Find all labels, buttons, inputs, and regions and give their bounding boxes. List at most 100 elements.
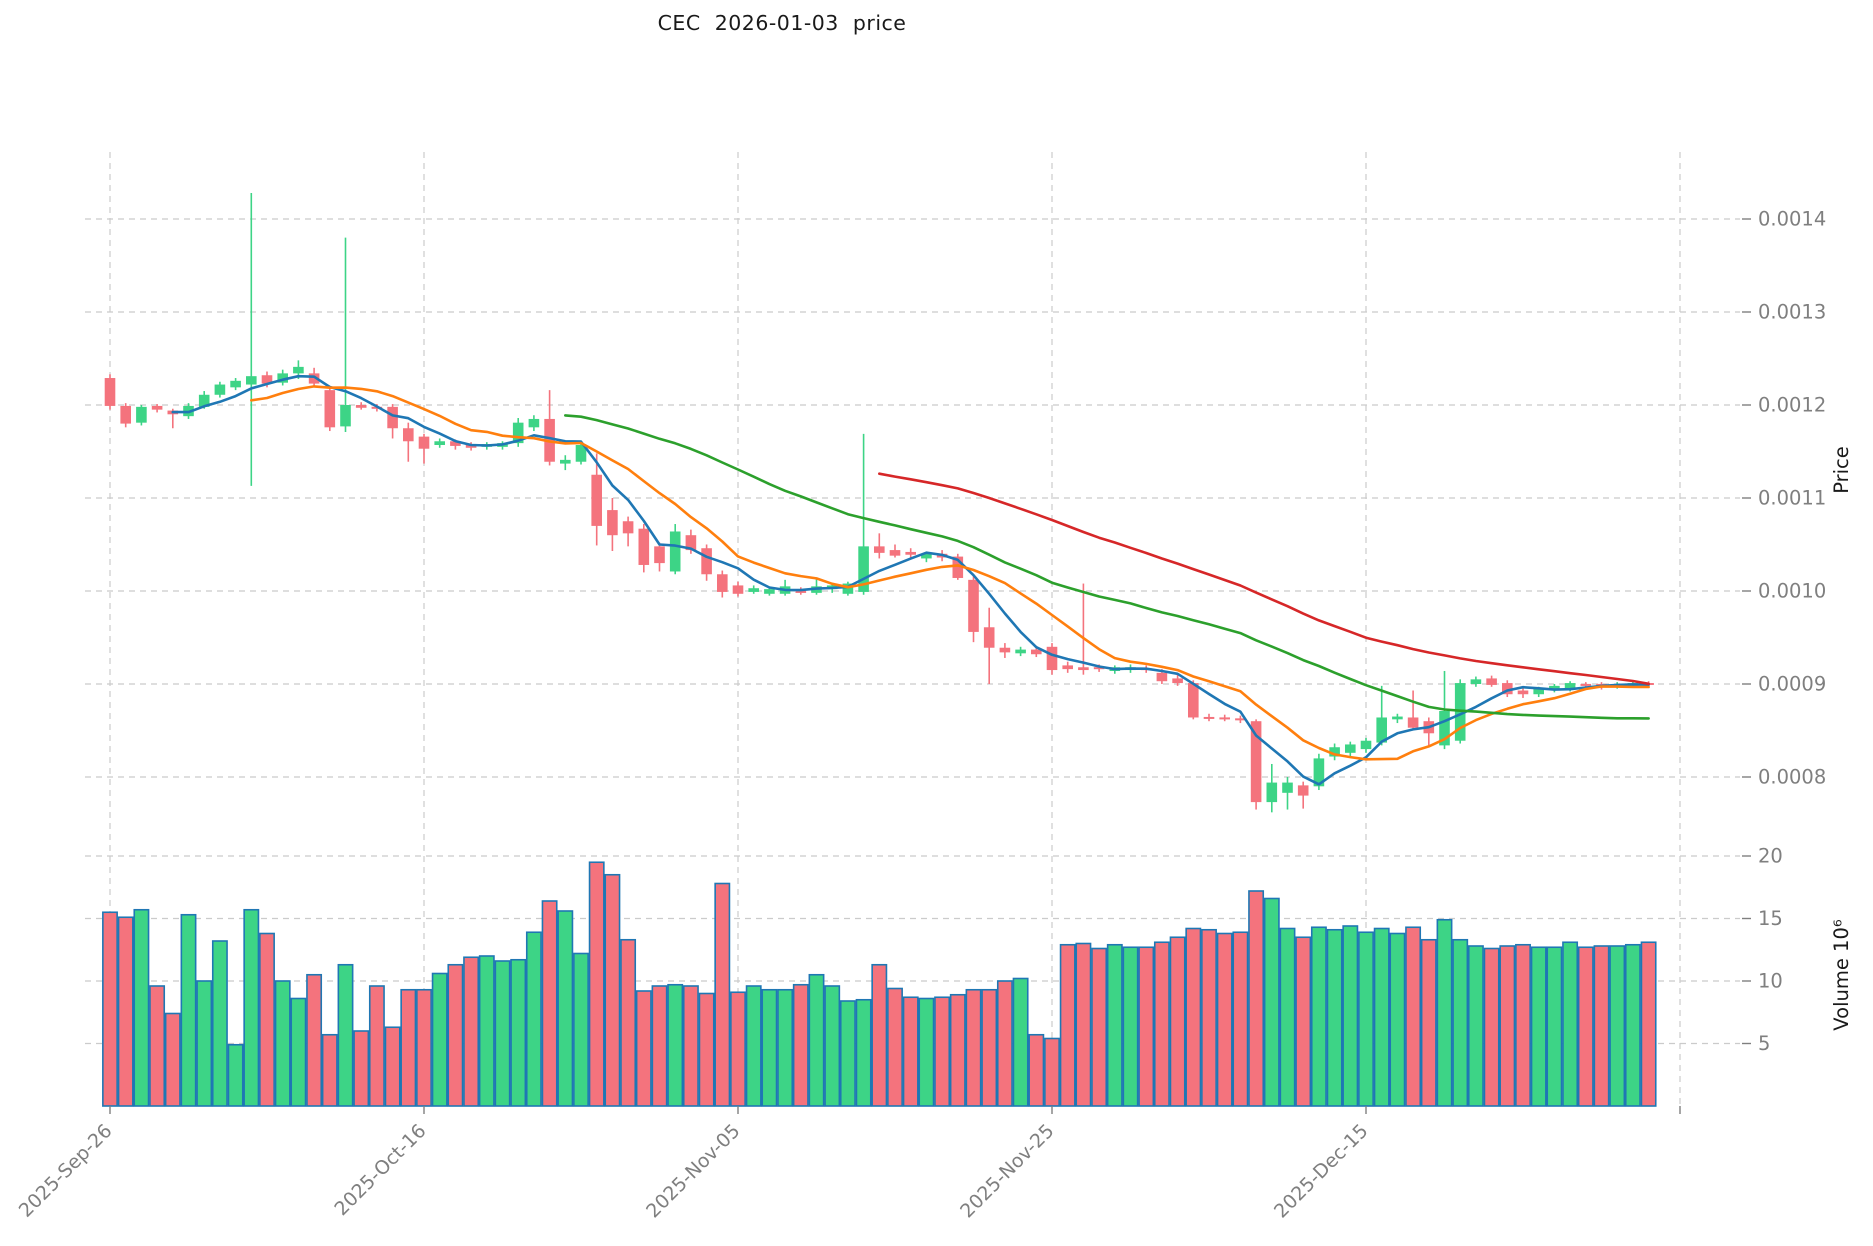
volume-bar [1420,938,1437,1107]
volume-bar [918,997,935,1107]
candle-body [638,528,650,565]
volume-bar [164,1012,181,1107]
volume-bar [1546,946,1563,1107]
volume-bar [1452,938,1469,1107]
price-axis-title: Price [1830,446,1853,494]
volume-bar [416,988,432,1107]
candle-body [717,574,728,592]
candle-body [418,436,430,449]
candle-body [1297,785,1309,796]
volume-bar [1248,890,1265,1107]
candle-body [1549,685,1560,690]
candle-body [1360,740,1372,750]
volume-bar [368,985,385,1107]
volume-bar [996,980,1013,1107]
volume-axis-labels: 20 15 10 5 [1742,845,1783,1055]
candle-body [1376,717,1387,743]
volume-bar [1577,946,1594,1107]
volume-bar [400,988,417,1107]
candle-body [622,521,634,534]
candle-body [1078,667,1089,671]
price-axis-labels: 0.0014 0.0013 0.0012 0.0011 0.0010 0.0009 0.00… [1742,208,1826,789]
volume-tick-label: 10 [1758,970,1783,993]
date-tick-label: 2025-Dec-15 [1270,1120,1373,1223]
price-tick-label: 0.0011 [1758,487,1826,510]
volume-bar [102,911,118,1107]
volume-bar [1185,927,1202,1107]
candle-body [340,405,351,427]
candle-body [560,459,571,464]
volume-bar [698,992,715,1107]
volume-bar [1530,946,1547,1107]
candle-body [1062,665,1073,670]
candle-body [1470,679,1482,684]
volume-bar [1640,941,1657,1107]
price-tick-label: 0.0013 [1758,301,1826,324]
volume-bar [1499,945,1516,1107]
volume-bar [965,988,982,1107]
candle-body [1533,688,1544,695]
volume-bar [290,997,307,1107]
candle-body [403,428,414,442]
candle-body [1439,710,1450,746]
axis-titles: Price Volume 10⁶ [1830,446,1853,1030]
candle-body [151,405,163,410]
candle-bodies [104,366,1654,803]
candle-body [450,441,461,446]
price-tick-label: 0.0010 [1758,580,1826,603]
candle-body [1282,782,1293,793]
candle-body [1313,758,1325,787]
x-axis-labels: 2025-Sep-26 2025-Oct-16 2025-Nov-05 2025-No… [15,1106,1681,1223]
ma5-line [171,374,1650,786]
volume-bar [1106,943,1123,1107]
volume-bar [1232,931,1249,1107]
candle-body [308,373,320,384]
ma30-line [563,414,1650,720]
volume-axis-title: Volume 10⁶ [1830,919,1853,1031]
candle-body [1219,717,1230,720]
volume-bar [1075,942,1092,1107]
volume-bar [1201,928,1217,1107]
candle-body [434,441,445,445]
volume-bar [117,916,134,1107]
candle-body [968,579,979,632]
candle-body [261,375,273,384]
volume-bar [808,973,825,1107]
date-tick-label: 2025-Nov-05 [642,1120,744,1222]
volume-bar [1059,943,1076,1107]
price-tick-label: 0.0009 [1758,673,1826,696]
volume-bar [949,993,966,1107]
volume-bar [259,932,275,1107]
candle-body [1266,782,1278,803]
candle-body [214,384,226,395]
candle-body [795,590,807,593]
candle-body [1517,690,1529,695]
volume-bar [353,1030,370,1107]
candle-body [748,588,759,592]
candle-body [1093,667,1105,670]
volume-bar [855,998,872,1107]
volume-bar [306,973,323,1107]
candle-body [999,647,1011,653]
volume-bar [196,980,213,1107]
candle-body [701,548,712,575]
volume-bar [1012,977,1029,1107]
candle-body [685,535,697,551]
candle-body [842,583,854,594]
volume-bar [667,983,684,1107]
volume-bar [1358,931,1374,1107]
volume-bar [337,963,354,1107]
candle-body [198,394,210,407]
price-gridlines [85,218,1740,778]
volume-bar [604,873,621,1107]
date-tick-label: 2025-Sep-26 [15,1120,117,1222]
volume-bar [463,956,480,1107]
candle-body [104,378,116,406]
candle-body [732,585,744,594]
ma50-line [877,472,1650,686]
volume-bar [902,996,919,1107]
candle-body [1046,646,1058,671]
volume-bar [1609,945,1626,1107]
volume-bar [682,985,699,1107]
